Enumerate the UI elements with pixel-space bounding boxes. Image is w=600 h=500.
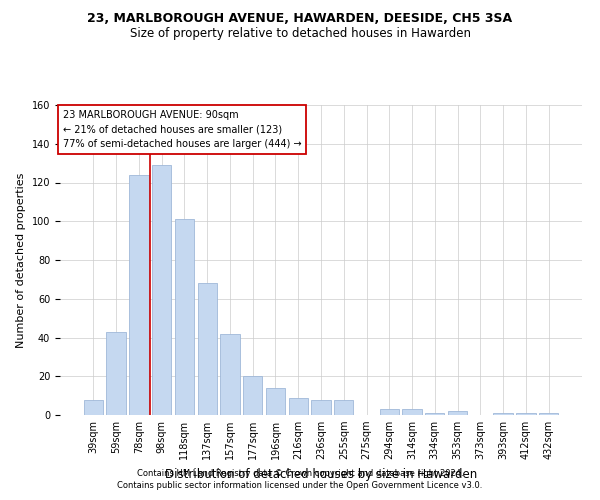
Bar: [220, 334, 239, 415]
Bar: [152, 165, 172, 415]
Bar: [84, 400, 103, 415]
Bar: [175, 220, 194, 415]
Text: 23, MARLBOROUGH AVENUE, HAWARDEN, DEESIDE, CH5 3SA: 23, MARLBOROUGH AVENUE, HAWARDEN, DEESID…: [88, 12, 512, 26]
Bar: [311, 400, 331, 415]
Text: Contains HM Land Registry data © Crown copyright and database right 2024.: Contains HM Land Registry data © Crown c…: [137, 468, 463, 477]
X-axis label: Distribution of detached houses by size in Hawarden: Distribution of detached houses by size …: [165, 468, 477, 480]
Bar: [425, 413, 445, 415]
Bar: [448, 411, 467, 415]
Bar: [243, 376, 262, 415]
Y-axis label: Number of detached properties: Number of detached properties: [16, 172, 26, 348]
Bar: [539, 413, 558, 415]
Bar: [129, 175, 149, 415]
Bar: [334, 400, 353, 415]
Bar: [403, 409, 422, 415]
Bar: [197, 283, 217, 415]
Bar: [516, 413, 536, 415]
Bar: [380, 409, 399, 415]
Bar: [493, 413, 513, 415]
Bar: [266, 388, 285, 415]
Text: Contains public sector information licensed under the Open Government Licence v3: Contains public sector information licen…: [118, 481, 482, 490]
Text: Size of property relative to detached houses in Hawarden: Size of property relative to detached ho…: [130, 28, 470, 40]
Text: 23 MARLBOROUGH AVENUE: 90sqm
← 21% of detached houses are smaller (123)
77% of s: 23 MARLBOROUGH AVENUE: 90sqm ← 21% of de…: [62, 110, 301, 149]
Bar: [106, 332, 126, 415]
Bar: [289, 398, 308, 415]
